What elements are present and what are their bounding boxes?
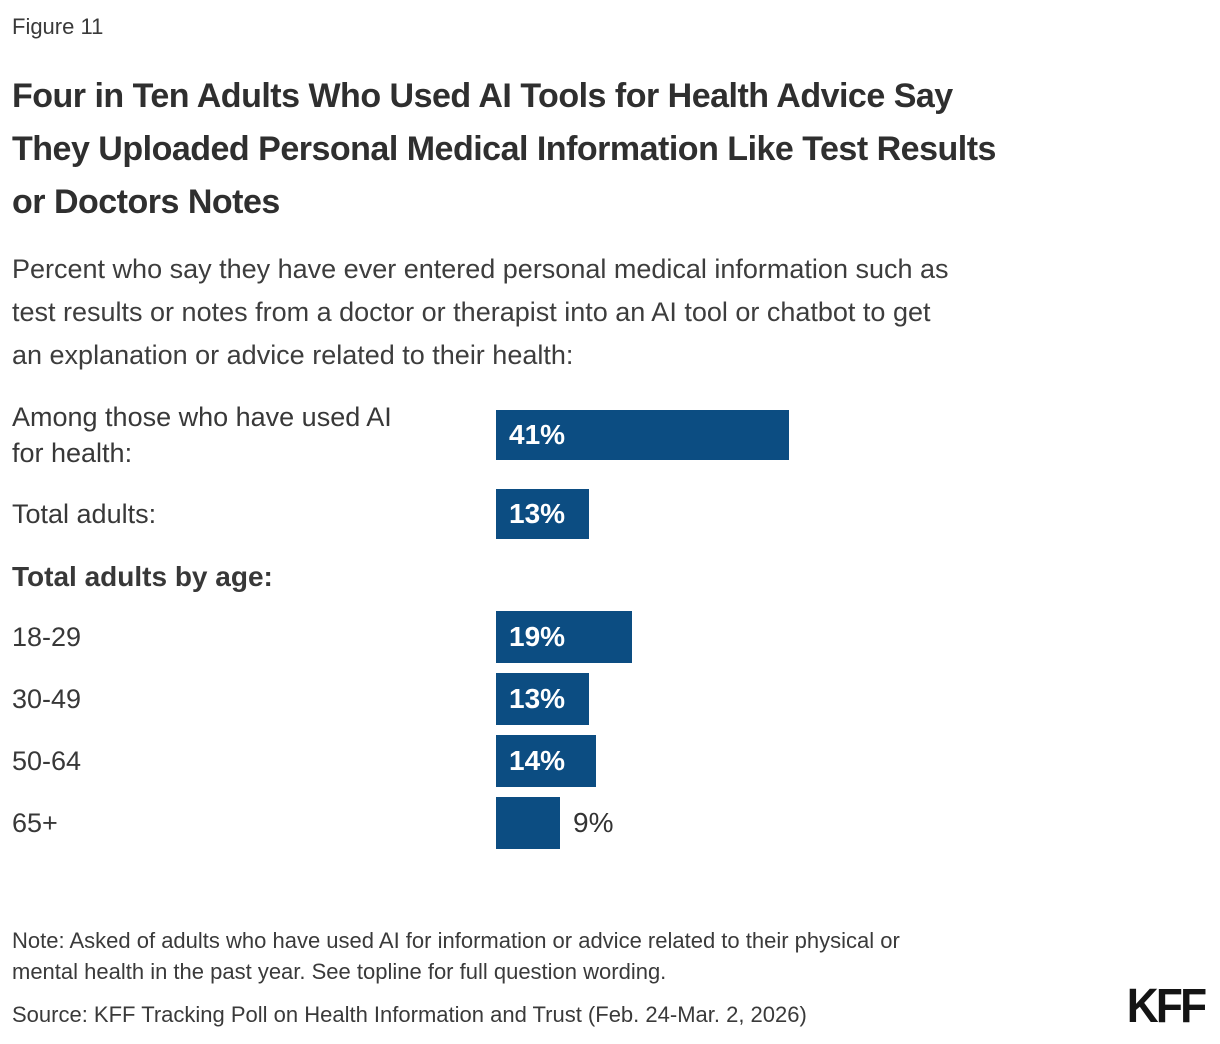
chart-bar-row: 65+ 9%	[12, 797, 1208, 849]
row-label: 30-49	[12, 684, 82, 714]
chart-bar-row: 18-29 19%	[12, 611, 1208, 663]
row-label: Total adults:	[12, 499, 157, 529]
bar: 13%	[496, 489, 589, 539]
bar-area: 41%	[496, 399, 1208, 471]
bar-value-label: 19%	[509, 621, 566, 652]
kff-logo: KFF	[1126, 980, 1206, 1033]
row-label: Among those who have used AI for health:	[12, 402, 392, 468]
chart-source: Source: KFF Tracking Poll on Health Info…	[12, 1002, 807, 1027]
bar: 13%	[496, 673, 589, 725]
chart-bar-row: 50-64 14%	[12, 735, 1208, 787]
figure-label: Figure 11	[12, 14, 104, 39]
bar-value-label: 14%	[509, 745, 566, 776]
bar-value-label: 9%	[573, 807, 614, 838]
chart-note: Note: Asked of adults who have used AI f…	[12, 928, 900, 984]
bar-chart: Among those who have used AI for health:…	[12, 399, 1208, 849]
row-label: 50-64	[12, 746, 82, 776]
chart-group-header-row: Total adults by age:	[12, 561, 1208, 593]
bar	[496, 797, 560, 849]
bar-area: 14%	[496, 735, 1208, 787]
bar: 14%	[496, 735, 596, 787]
chart-bar-row: 30-49 13%	[12, 673, 1208, 725]
bar-area: 19%	[496, 611, 1208, 663]
bar-value-label: 41%	[509, 419, 566, 450]
bar: 41%	[496, 410, 789, 460]
bar-area: 13%	[496, 673, 1208, 725]
bar-area: 13%	[496, 487, 1208, 541]
bar-area: 9%	[496, 797, 1208, 849]
bar: 19%	[496, 611, 632, 663]
row-label: 18-29	[12, 622, 82, 652]
row-label: Total adults by age:	[12, 561, 273, 592]
bar-value-label: 13%	[509, 683, 566, 714]
figure-subtitle: Percent who say they have ever entered p…	[12, 254, 949, 370]
chart-bar-row: Among those who have used AI for health:…	[12, 399, 1208, 471]
bar-value-label: 13%	[509, 498, 566, 529]
row-label: 65+	[12, 808, 58, 838]
chart-bar-row: Total adults: 13%	[12, 487, 1208, 541]
figure-title: Four in Ten Adults Who Used AI Tools for…	[12, 77, 996, 221]
